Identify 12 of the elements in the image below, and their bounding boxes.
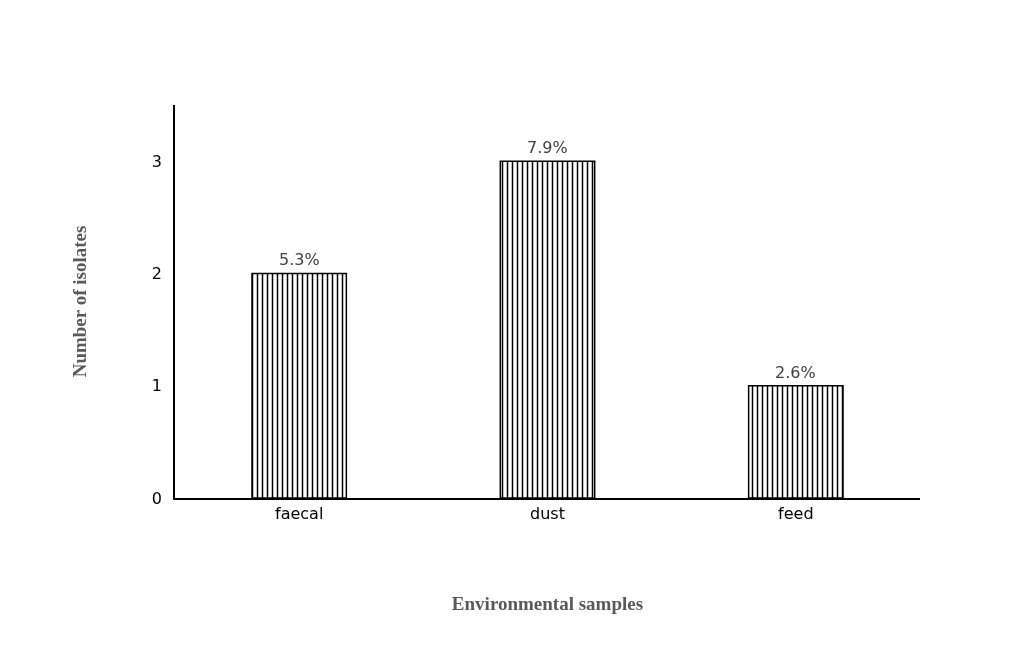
- x-tick-label: faecal: [275, 503, 324, 523]
- y-tick-label: 3: [151, 151, 163, 171]
- annotation: 2.6%: [775, 363, 816, 382]
- annotation: 7.9%: [527, 138, 568, 157]
- x-tick-label: dust: [530, 503, 565, 523]
- y-tick-label: 1: [151, 376, 163, 396]
- y-tick-label: 2: [151, 264, 163, 284]
- annotation: 5.3%: [279, 250, 320, 269]
- x-axis-title: Environmental samples: [451, 593, 644, 615]
- y-axis-title: Number of isolates: [69, 225, 91, 378]
- y-tick-label: 0: [151, 488, 163, 508]
- x-tick-label: feed: [778, 503, 814, 523]
